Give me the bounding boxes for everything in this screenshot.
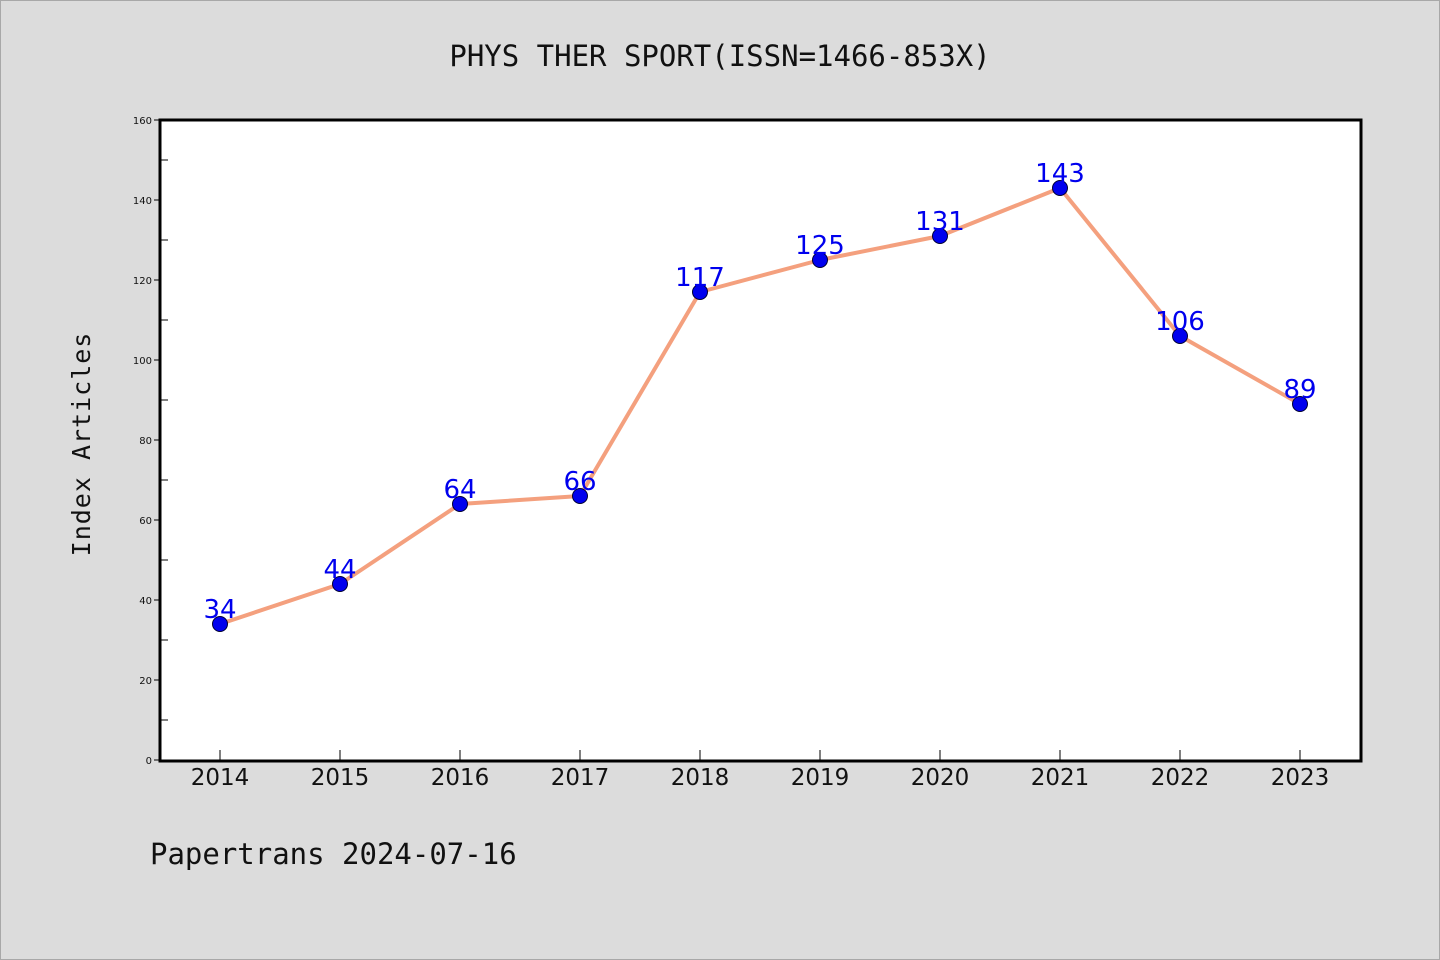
data-point-label: 131	[915, 207, 965, 237]
y-tick-label: 60	[139, 516, 152, 527]
data-point	[1172, 328, 1188, 344]
plot-area	[158, 118, 1363, 763]
series-line-group	[218, 186, 1302, 626]
x-tick-label: 2015	[311, 765, 370, 791]
y-tick-label: 100	[133, 356, 152, 367]
y-tick-label: 80	[139, 436, 152, 447]
y-tick-label: 120	[133, 276, 152, 287]
x-tick-label: 2020	[911, 765, 970, 791]
chart-title: PHYS THER SPORT(ISSN=1466-853X)	[449, 39, 990, 73]
data-point	[1292, 396, 1308, 412]
data-point	[572, 488, 588, 504]
y-tick-label: 0	[146, 756, 152, 767]
y-axis-label: Index Articles	[67, 332, 96, 557]
y-tick-label: 140	[133, 196, 152, 207]
x-axis-ticks: 2014 2015 2016 2017 2018 2019 2020 2021 2022 2023	[191, 750, 1330, 791]
y-tick-label: 20	[139, 676, 152, 687]
data-markers	[212, 180, 1308, 632]
data-labels: 34 44 64 66 117 125 131 143 106 89	[203, 159, 1316, 625]
data-point	[452, 496, 468, 512]
x-tick-label: 2019	[791, 765, 850, 791]
data-point-label: 106	[1155, 307, 1205, 337]
x-tick-label: 2014	[191, 765, 250, 791]
x-tick-label: 2022	[1151, 765, 1210, 791]
y-axis-ticks: 0 20 40 60 80 100 120 140 160	[133, 116, 168, 767]
x-tick-label: 2021	[1031, 765, 1090, 791]
data-point-label: 34	[203, 595, 236, 625]
x-tick-label: 2018	[671, 765, 730, 791]
data-point	[932, 228, 948, 244]
data-point-label: 125	[795, 231, 845, 261]
y-tick-label: 160	[133, 116, 152, 127]
data-point	[212, 616, 228, 632]
data-point-label: 66	[563, 467, 596, 497]
data-point-label: 44	[323, 555, 356, 585]
data-point	[1052, 180, 1068, 196]
x-tick-label: 2023	[1271, 765, 1330, 791]
data-point	[812, 252, 828, 268]
data-point	[332, 576, 348, 592]
data-point-label: 143	[1035, 159, 1085, 189]
data-point	[692, 284, 708, 300]
x-tick-label: 2017	[551, 765, 610, 791]
data-point-label: 89	[1283, 375, 1316, 405]
y-tick-label: 40	[139, 596, 152, 607]
data-point-label: 117	[675, 263, 725, 293]
x-tick-label: 2016	[431, 765, 490, 791]
series-line	[218, 186, 1302, 626]
data-point-label: 64	[443, 475, 476, 505]
footer-credit: Papertrans 2024-07-16	[150, 837, 517, 871]
